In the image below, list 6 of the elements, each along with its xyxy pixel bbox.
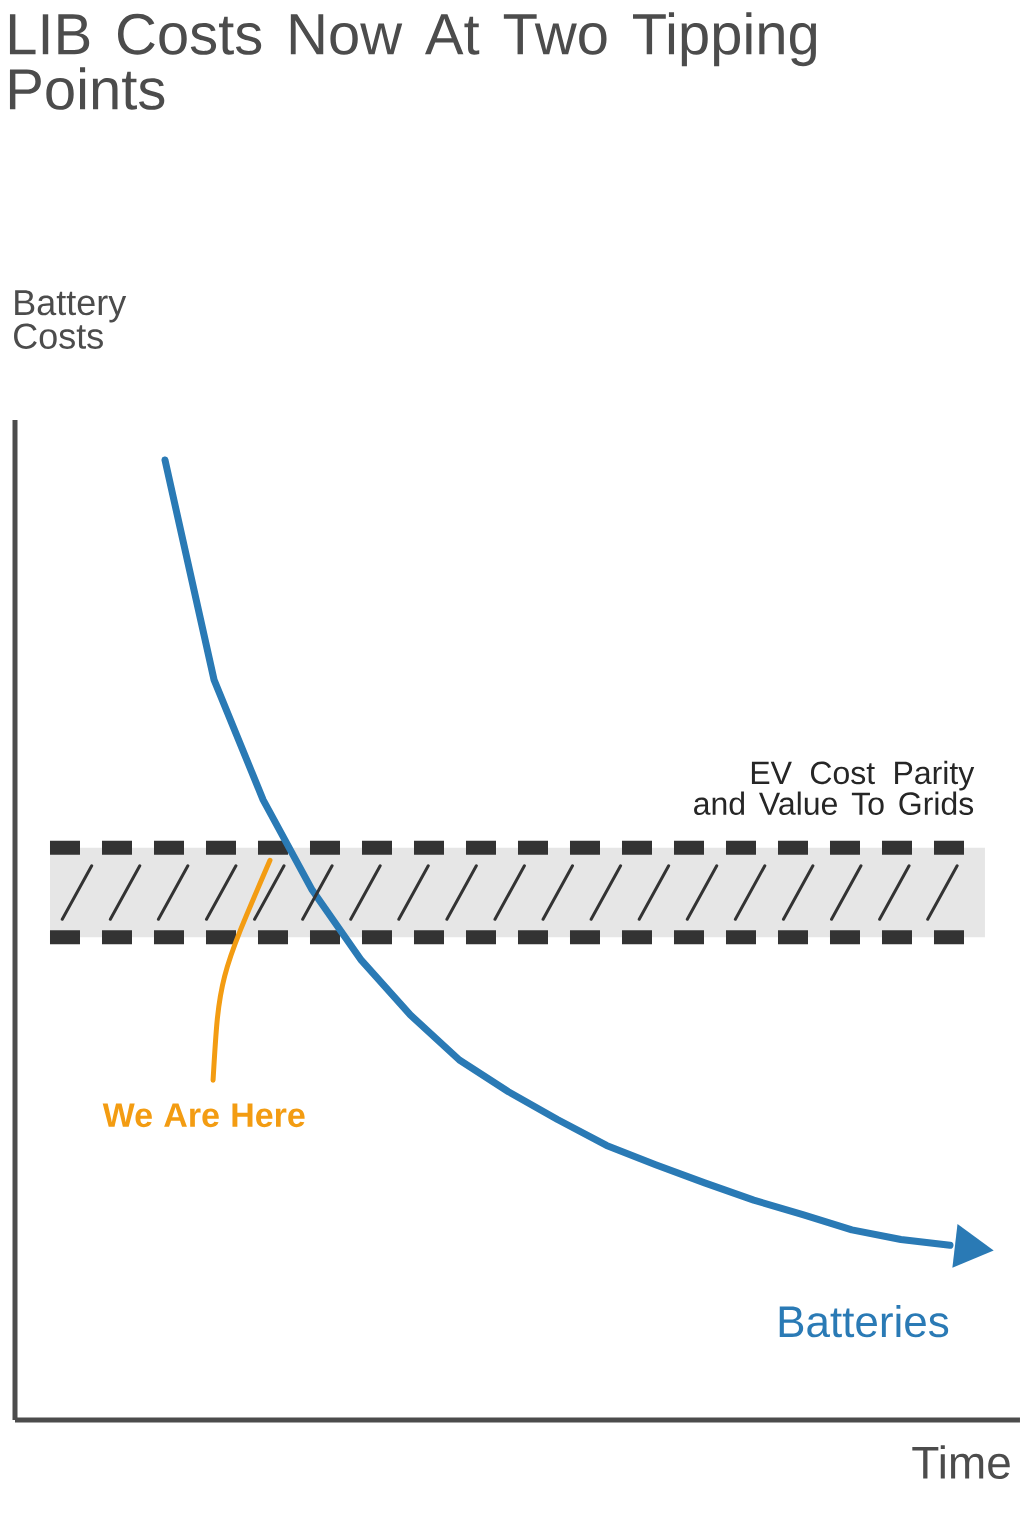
x-axis-title: Time [912,1445,1010,1479]
y-axis-title: Battery Costs [14,290,127,349]
chart-title: LIB Costs Now At Two Tipping Points [9,12,817,110]
annotation: We Are Here [102,1103,305,1128]
band-label: EV Cost Parity and Value To Grids [694,760,975,816]
legend-label: Batteries [779,1305,949,1338]
